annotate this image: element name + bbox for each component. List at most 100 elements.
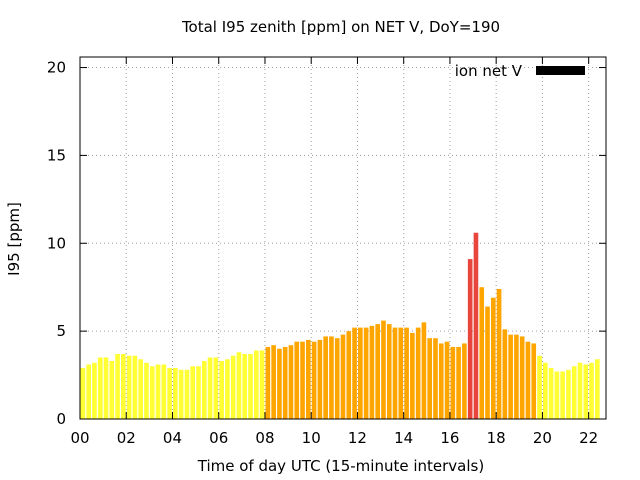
bar (161, 364, 167, 419)
x-tick-label: 06 (209, 429, 228, 447)
bar (490, 297, 496, 419)
bar (433, 338, 438, 419)
bar (375, 324, 380, 419)
bar (392, 327, 398, 419)
y-tick-label: 5 (56, 322, 66, 340)
bars (80, 232, 600, 419)
bar (583, 364, 589, 419)
y-tick-label: 15 (47, 146, 66, 164)
bar (456, 346, 461, 419)
bar (340, 334, 346, 419)
bar (97, 357, 103, 419)
bar (571, 366, 577, 419)
bar (184, 369, 190, 419)
y-tick-label: 0 (56, 410, 66, 428)
chart-title: Total I95 zenith [ppm] on NET V, DoY=190 (181, 18, 500, 36)
bar (236, 352, 242, 419)
bar (271, 345, 276, 419)
bar (519, 336, 525, 419)
bar (132, 355, 138, 419)
bar (358, 327, 363, 419)
grid (80, 57, 606, 419)
bar (496, 288, 502, 419)
bar (219, 361, 224, 419)
bar (242, 353, 248, 419)
bar (514, 334, 519, 419)
bar (410, 332, 415, 419)
bar (80, 368, 86, 419)
bar (386, 324, 392, 419)
bar (173, 368, 178, 419)
x-tick-label: 10 (302, 429, 321, 447)
bar (138, 359, 144, 419)
bar (323, 336, 328, 419)
bar (334, 338, 340, 419)
bar (230, 355, 236, 419)
bar (126, 355, 132, 419)
x-tick-label: 14 (394, 429, 413, 447)
ticks: 00 02 04 06 08 10 12 14 16 18 20 22 0 5 10 15 20 (47, 57, 606, 447)
bar (560, 371, 565, 419)
legend-label: ion net V (455, 62, 523, 80)
bar (450, 346, 456, 419)
plot-frame (79, 56, 607, 420)
x-tick-label: 00 (70, 429, 89, 447)
x-tick-label: 22 (579, 429, 598, 447)
bar (467, 259, 473, 419)
bar (415, 327, 421, 419)
bar (115, 353, 120, 419)
y-axis-label: I95 [ppm] (5, 202, 23, 276)
bar (259, 350, 265, 419)
bar (462, 343, 467, 419)
bar (508, 334, 513, 419)
bar (121, 353, 126, 419)
bar (317, 339, 323, 419)
bar (595, 359, 600, 419)
bar (438, 343, 444, 419)
y-tick-label: 20 (47, 59, 66, 77)
x-tick-label: 02 (117, 429, 136, 447)
x-tick-label: 04 (163, 429, 182, 447)
bar (248, 353, 253, 419)
bar (155, 364, 161, 419)
bar (346, 331, 352, 419)
bar (363, 327, 369, 419)
bar (149, 366, 155, 419)
bar (525, 341, 531, 419)
bar (306, 339, 311, 419)
bar (381, 320, 386, 419)
bar (253, 350, 259, 419)
bar (225, 359, 230, 419)
bar (190, 366, 196, 419)
bar (485, 306, 490, 419)
bar (294, 341, 300, 419)
bar (265, 346, 271, 419)
bar (167, 368, 172, 419)
x-tick-label: 16 (440, 429, 459, 447)
bar (554, 371, 560, 419)
bar (311, 341, 317, 419)
bar (369, 325, 375, 419)
x-tick-label: 08 (255, 429, 274, 447)
bar (282, 346, 288, 419)
bar (144, 362, 149, 419)
bar (537, 355, 542, 419)
bar (404, 327, 409, 419)
bar (213, 357, 219, 419)
bar (421, 322, 427, 419)
bar (329, 336, 334, 419)
bar (542, 362, 548, 419)
x-tick-label: 12 (348, 429, 367, 447)
bar (207, 357, 213, 419)
bar (427, 338, 433, 419)
bar (531, 343, 537, 419)
bar (196, 366, 201, 419)
bar (300, 341, 305, 419)
x-tick-label: 18 (487, 429, 506, 447)
y-tick-label: 10 (47, 234, 66, 252)
bar (444, 341, 450, 419)
x-axis-label: Time of day UTC (15-minute intervals) (197, 457, 484, 475)
legend-swatch (536, 66, 585, 75)
bar (473, 232, 479, 419)
